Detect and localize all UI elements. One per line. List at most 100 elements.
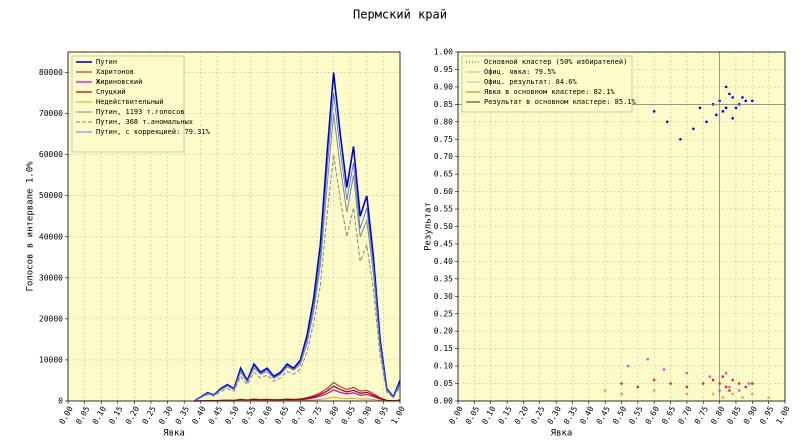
y-tick-label: 0.55 [434, 205, 453, 214]
scatter-point [715, 113, 718, 117]
x-tick-label: 0.25 [140, 405, 158, 426]
legend-label: Путин, 1193 т.голосов [96, 108, 185, 116]
legend-label: Результат в основном кластере: 85.1% [484, 98, 637, 106]
legend-label: Недействительный [96, 98, 163, 106]
scatter-point [728, 92, 731, 96]
x-tick-label: 0.05 [464, 405, 482, 426]
legend-label: Основной кластер (50% избирателей) [484, 58, 627, 66]
legend-label: Путин, с коррекцией: 79.31% [96, 128, 211, 136]
x-tick-label: 0.65 [273, 405, 291, 426]
x-tick-label: 0.30 [546, 405, 564, 426]
scatter-point [728, 389, 731, 392]
x-tick-label: 0.55 [627, 405, 645, 426]
x-tick-label: 0.10 [91, 405, 109, 426]
series-line [193, 93, 401, 402]
scatter-point [721, 375, 725, 378]
y-axis-label: Результат [424, 202, 434, 251]
figure-title: Пермский край [353, 8, 447, 22]
scatter-point [721, 396, 725, 399]
series-line [193, 113, 401, 402]
scatter-point [636, 385, 640, 389]
scatter-point [731, 392, 734, 396]
scatter-point [737, 382, 741, 385]
x-tick-label: 0.05 [74, 405, 92, 426]
x-axis-label: Явка [551, 429, 573, 439]
plot-frame [457, 51, 786, 402]
x-tick-label: 0.35 [174, 405, 192, 426]
y-tick-label: 1.00 [434, 48, 453, 57]
y-tick-label: 0.45 [434, 239, 453, 248]
y-tick-label: 0.25 [434, 309, 453, 318]
scatter-point [662, 368, 666, 371]
x-tick-label: 0.75 [306, 405, 324, 426]
x-tick-label: 0.95 [373, 405, 391, 426]
y-axis-label: Голосов в интервале 1.0% [26, 161, 36, 292]
legend-label: Явка в основном кластере: 82.1% [484, 88, 615, 96]
scatter-point [679, 137, 682, 141]
x-tick-label: 0.40 [190, 405, 208, 426]
x-tick-label: 0.55 [240, 405, 258, 426]
y-tick-label: 0.20 [434, 327, 453, 336]
y-tick-label: 0.75 [434, 135, 453, 144]
y-tick-label: 20000 [39, 314, 63, 323]
y-tick-label: 0.10 [434, 362, 453, 371]
scatter-point [751, 382, 754, 385]
y-tick-label: 40000 [39, 232, 63, 241]
x-tick-label: 0.00 [57, 405, 75, 426]
y-tick-label: 30000 [39, 273, 63, 282]
scatter-point [685, 371, 689, 375]
legend-label: Путин [96, 58, 117, 66]
legend-label: Жириновский [96, 78, 142, 86]
legend-label: Харитонов [96, 68, 134, 76]
scatter-point [665, 120, 669, 124]
x-axis-label: Явка [163, 429, 185, 439]
scatter-point [731, 96, 734, 99]
y-tick-label: 50000 [39, 191, 63, 200]
y-tick-label: 0.60 [434, 187, 453, 196]
scatter-point [652, 378, 656, 382]
scatter-point [701, 382, 705, 385]
scatter-point [728, 385, 731, 389]
x-tick-label: 0.15 [107, 405, 125, 426]
y-tick-label: 0.85 [434, 100, 453, 109]
x-tick-label: 0.15 [497, 405, 515, 426]
scatter-point [721, 110, 725, 113]
scatter-point [734, 106, 738, 110]
x-tick-label: 0.00 [447, 405, 465, 426]
x-tick-label: 0.80 [709, 405, 727, 426]
scatter-point [685, 385, 689, 389]
x-tick-label: 0.90 [356, 405, 374, 426]
y-tick-label: 0.05 [434, 379, 453, 388]
scatter-point [603, 389, 607, 392]
x-tick-label: 1.00 [774, 405, 792, 426]
legend-box [461, 55, 633, 113]
scatter-point [724, 85, 728, 89]
scatter-point [685, 392, 689, 396]
scatter-point [692, 127, 695, 131]
plot-frame [67, 51, 401, 402]
x-tick-label: 0.20 [124, 405, 142, 426]
scatter-point [705, 120, 708, 124]
legend-label: Путин, 368 т.аномальных [96, 118, 193, 126]
y-tick-label: 60000 [39, 150, 63, 159]
y-tick-label: 10000 [39, 355, 63, 364]
scatter-point [652, 389, 656, 392]
scatter-point [646, 357, 649, 361]
x-tick-label: 0.70 [676, 405, 694, 426]
x-tick-label: 0.85 [340, 405, 358, 426]
y-tick-label: 0.15 [434, 344, 453, 353]
scatter-point [751, 392, 754, 396]
scatter-point [724, 371, 728, 375]
x-tick-label: 0.25 [529, 405, 547, 426]
legend-label: Офиц. результат: 84.6% [484, 78, 578, 86]
scatter-point [747, 382, 751, 385]
y-tick-label: 0.95 [434, 65, 453, 74]
x-tick-label: 0.45 [595, 405, 613, 426]
x-tick-label: 0.80 [323, 405, 341, 426]
scatter-point [741, 96, 744, 99]
scatter-point [731, 378, 734, 382]
y-tick-label: 0.35 [434, 274, 453, 283]
x-tick-label: 1.00 [389, 405, 407, 426]
y-tick-label: 80000 [39, 68, 63, 77]
